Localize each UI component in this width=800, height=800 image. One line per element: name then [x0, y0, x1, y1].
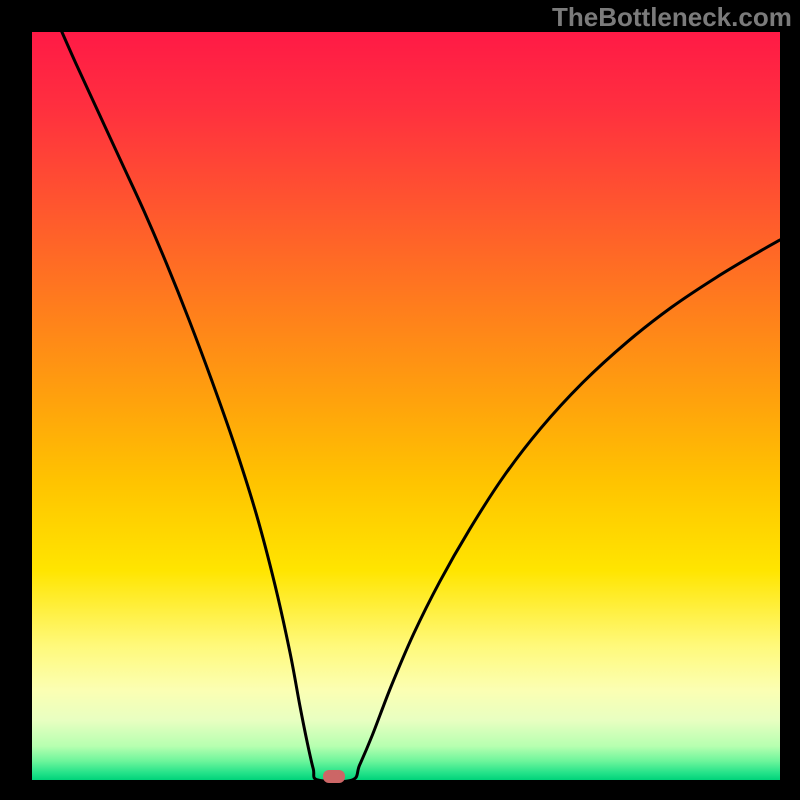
- watermark-text: TheBottleneck.com: [552, 2, 792, 33]
- chart-frame: TheBottleneck.com: [0, 0, 800, 800]
- plot-area: [32, 32, 780, 780]
- optimal-marker: [323, 770, 345, 783]
- bottleneck-curve: [32, 32, 780, 780]
